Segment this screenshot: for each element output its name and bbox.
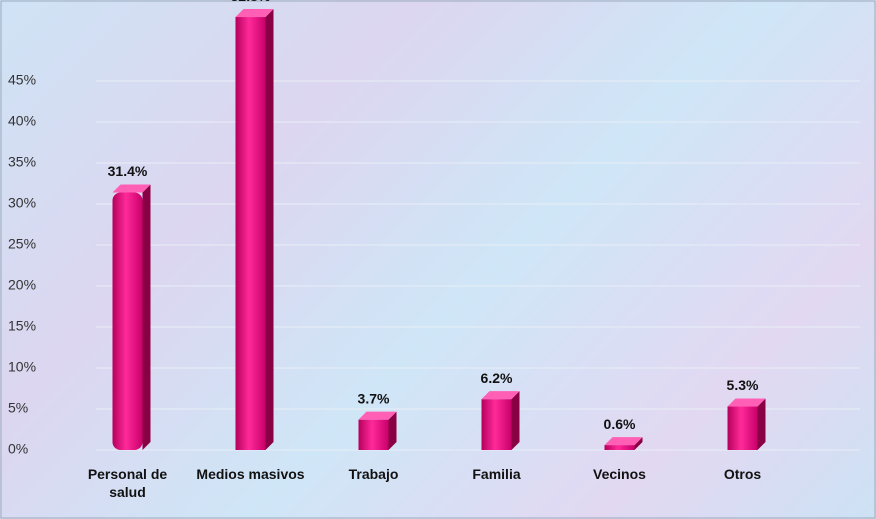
y-tick-label: 25% [8,236,36,252]
y-tick-label: 35% [8,154,36,170]
value-label: 52.8% [231,0,271,4]
y-tick-label: 20% [8,277,36,293]
y-tick-label: 40% [8,113,36,129]
y-tick-label: 5% [8,400,28,416]
x-tick-label: Personal de salud [87,466,168,500]
bar-side [265,9,274,450]
value-label: 5.3% [727,377,759,393]
bar-top [358,411,397,420]
x-tick-label: Otros [723,466,762,482]
bar-top [112,184,151,193]
bar [727,406,758,450]
bar [235,17,266,450]
x-tick-label: Familia [472,466,521,482]
bar-top [727,398,766,407]
x-tick-label: Trabajo [348,466,399,482]
bar-side [757,398,766,450]
x-tick-label: Vecinos [593,466,646,482]
bar [358,419,389,450]
value-label: 6.2% [481,370,513,386]
y-tick-label: 10% [8,359,36,375]
y-tick-label: 15% [8,318,36,334]
bar [604,445,635,450]
value-label: 31.4% [108,163,148,179]
value-label: 3.7% [358,390,390,406]
bar [481,399,512,450]
bar-side [634,437,643,450]
x-tick-label: Medios masivos [196,466,305,482]
y-tick-label: 30% [8,195,36,211]
bar-side [511,391,520,450]
bar-side [142,184,151,450]
bar-side [388,411,397,450]
y-tick-label: 45% [8,72,36,88]
bar-top [604,437,643,446]
bar [112,192,143,450]
bar-top [481,391,520,400]
value-label: 0.6% [604,416,636,432]
bar-top [235,9,274,18]
y-tick-label: 0% [8,441,28,457]
